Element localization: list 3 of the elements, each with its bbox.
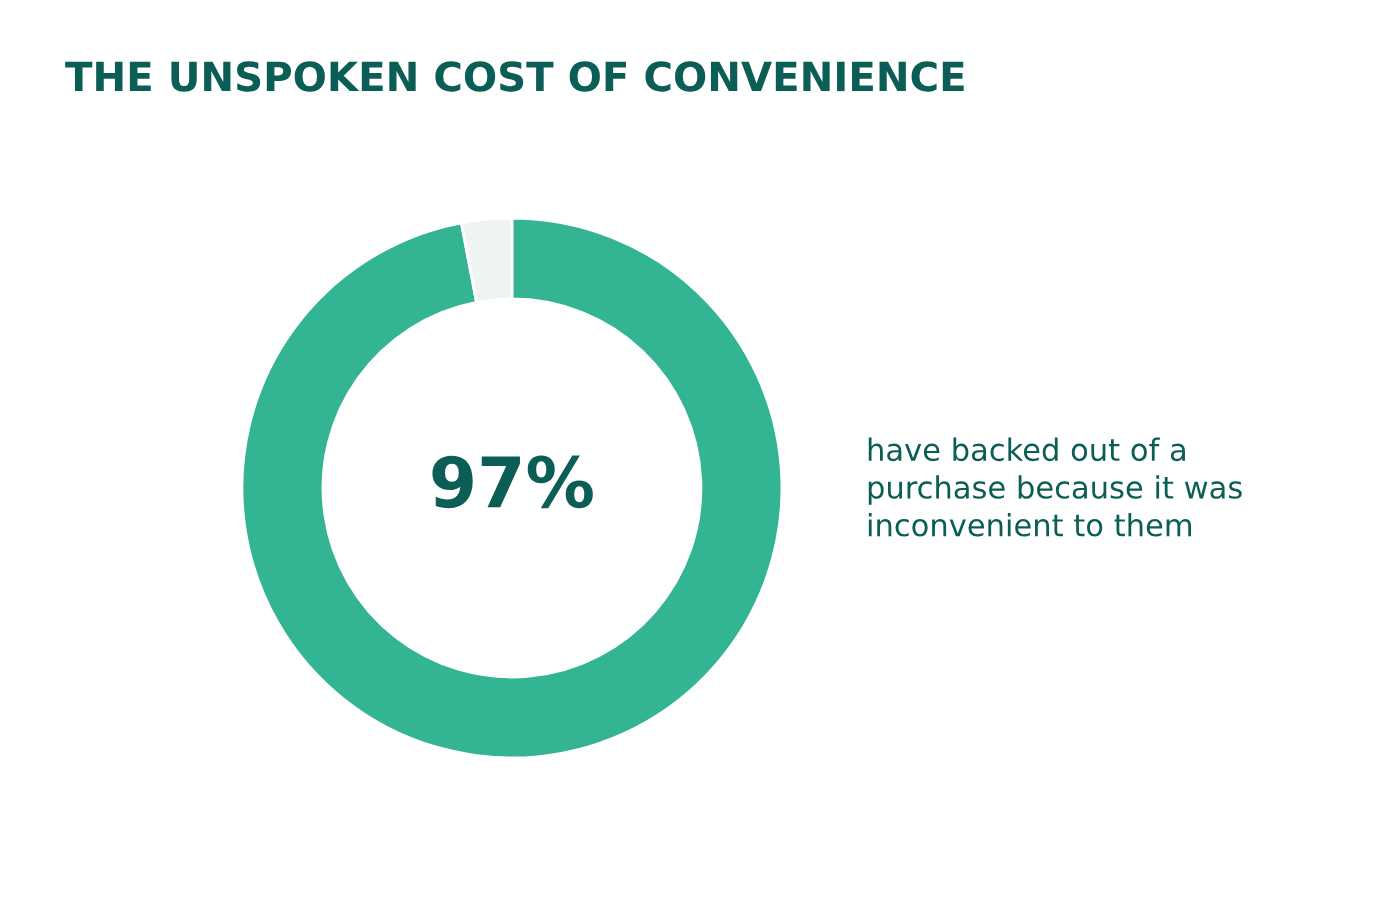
data-label: 97% <box>432 455 593 509</box>
chart-title: THE UNSPOKEN COST OF CONVENIENCE <box>65 61 964 92</box>
text: have backed out of a purchase because it was inconvenient to them <box>868 437 1242 537</box>
